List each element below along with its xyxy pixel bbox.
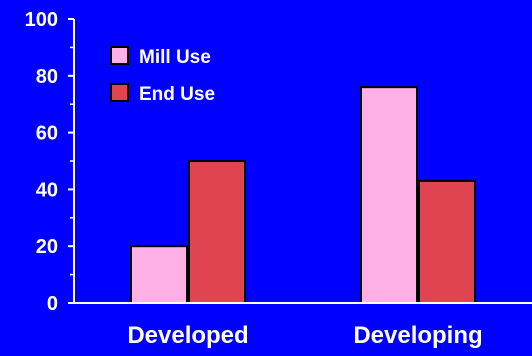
y-tick-label: 20	[36, 236, 58, 258]
bar-developed-mill-use	[130, 245, 188, 304]
y-axis-tick-labels: 0 20 40 60 80 100	[25, 9, 58, 315]
bar-developing-mill-use	[360, 86, 418, 304]
y-tick-label: 60	[36, 123, 58, 145]
category-label-developed: Developed	[127, 322, 248, 349]
x-axis-category-labels: Developed Developing	[127, 322, 482, 349]
y-tick-label: 0	[47, 293, 58, 315]
legend-swatch-end-use	[110, 83, 129, 102]
legend-swatch-mill-use	[110, 46, 129, 65]
legend-label-mill-use: Mill Use	[139, 47, 211, 68]
bar-developing-end-use	[418, 179, 476, 305]
y-tick-label: 40	[36, 179, 58, 201]
y-tick-label: 80	[36, 66, 58, 88]
y-axis-ticks	[68, 18, 74, 304]
bar-developed-end-use	[188, 160, 246, 304]
y-tick-label: 100	[25, 9, 58, 31]
category-label-developing: Developing	[353, 322, 482, 349]
legend-label-end-use: End Use	[139, 84, 215, 105]
legend: Mill Use End Use	[110, 46, 215, 105]
bars-group	[130, 86, 476, 305]
